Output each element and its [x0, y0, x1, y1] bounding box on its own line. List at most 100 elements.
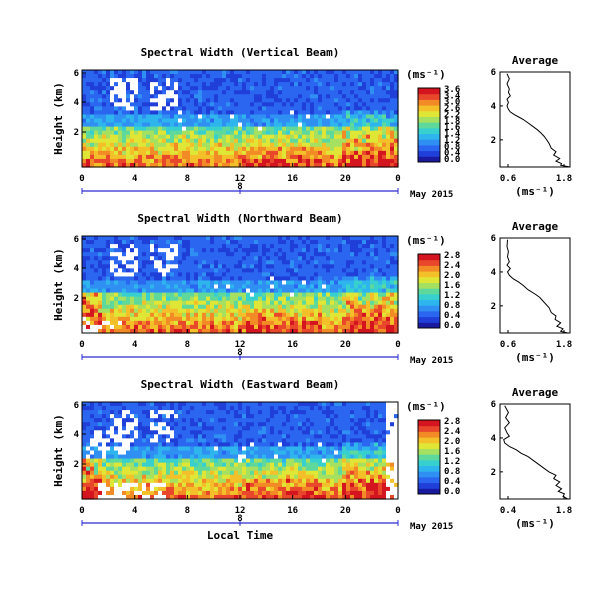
y-tick-label: 2: [74, 294, 79, 304]
colorbar-swatch: [418, 316, 440, 323]
x-tick-label: 20: [340, 506, 351, 516]
x-tick-label: 8: [185, 174, 190, 184]
profile-line: [506, 239, 568, 334]
colorbar-tick-label: 2.4: [444, 427, 461, 437]
colorbar-swatch: [418, 110, 440, 117]
colorbar-swatch: [418, 276, 440, 283]
colorbar-unit: (ms⁻¹): [406, 68, 446, 81]
y-axis-label: Height (km): [52, 248, 65, 321]
colorbar-swatch: [418, 425, 440, 432]
colorbar-swatch: [418, 310, 440, 318]
colorbar-swatch: [418, 144, 440, 152]
day-tick-label: 8: [237, 514, 242, 524]
y-tick-label: 4: [74, 98, 80, 108]
chart-title: Spectral Width (Vertical Beam): [141, 46, 340, 59]
colorbar-tick-label: 1.6: [444, 123, 460, 133]
x-tick-label: 0: [79, 506, 84, 516]
colorbar-swatch: [418, 133, 440, 140]
colorbar-swatch: [418, 122, 440, 129]
colorbar-swatch: [418, 139, 440, 146]
colorbar-swatch: [418, 116, 440, 123]
colorbar-unit: (ms⁻¹): [406, 234, 446, 247]
colorbar-swatch: [418, 420, 440, 427]
colorbar-tick-label: 0.8: [444, 467, 460, 477]
colorbar-swatch: [418, 293, 440, 301]
heatmap: [82, 70, 399, 168]
heatmap: [82, 236, 399, 334]
profile-x-tick-label: 0.6: [500, 340, 516, 350]
x-tick-label: 0: [395, 506, 400, 516]
profile-x-tick-label: 0.6: [500, 174, 516, 184]
colorbar-tick-label: 0.0: [444, 321, 460, 331]
colorbar-swatch: [418, 150, 440, 157]
x-tick-label: 12: [235, 506, 246, 516]
x-tick-label: 20: [340, 340, 351, 350]
profile-y-tick-label: 6: [491, 400, 496, 410]
colorbar-tick-label: 2.4: [444, 261, 461, 271]
profile-title: Average: [512, 54, 559, 67]
colorbar-tick-label: 0.4: [444, 311, 461, 321]
y-tick-label: 6: [74, 235, 79, 245]
date-label: May 2015: [410, 190, 453, 200]
profile-frame: [499, 403, 571, 500]
profile-y-tick-label: 4: [491, 268, 497, 278]
profile-x-tick-label: 1.8: [556, 340, 572, 350]
colorbar-tick-label: 2.6: [444, 104, 460, 114]
date-label: May 2015: [410, 522, 453, 532]
profile-frame: [499, 71, 571, 168]
colorbar-swatch: [418, 93, 440, 100]
colorbar-swatch: [418, 271, 440, 278]
colorbar-tick-label: 1.2: [444, 291, 460, 301]
colorbar-swatch: [418, 437, 440, 444]
colorbar-swatch: [418, 465, 440, 472]
colorbar-tick-label: 1.6: [444, 281, 460, 291]
colorbar-tick-label: 0.0: [444, 487, 460, 497]
chart-title: Spectral Width (Eastward Beam): [141, 378, 340, 391]
profile-x-tick-label: 0.4: [500, 506, 517, 516]
profile-title: Average: [512, 386, 559, 399]
panel-0: Spectral Width (Vertical Beam) Height (km…: [52, 46, 572, 200]
colorbar-swatch: [418, 488, 440, 495]
y-tick-label: 2: [74, 128, 79, 138]
colorbar-tick-label: 1.6: [444, 447, 460, 457]
x-axis-label: Local Time: [207, 529, 274, 542]
profile-y-tick-label: 2: [491, 468, 496, 478]
panel-2: Spectral Width (Eastward Beam) Height (km…: [52, 378, 572, 542]
colorbar-swatch: [418, 265, 440, 272]
colorbar-swatch: [418, 259, 440, 266]
colorbar-swatch: [418, 105, 440, 112]
profile-x-label: (ms⁻¹): [515, 185, 555, 198]
colorbar-swatch: [418, 482, 440, 489]
profile-title: Average: [512, 220, 559, 233]
y-tick-label: 6: [74, 401, 79, 411]
day-tick-label: 8: [237, 348, 242, 358]
x-tick-label: 4: [132, 340, 138, 350]
x-tick-label: 0: [79, 174, 84, 184]
colorbar-tick-label: 1.8: [444, 117, 460, 127]
colorbar-tick-label: 2.0: [444, 437, 460, 447]
colorbar-unit: (ms⁻¹): [406, 400, 446, 413]
profile-frame: [499, 237, 571, 334]
colorbar-swatch: [418, 431, 440, 438]
colorbar-tick-label: 2.8: [444, 251, 460, 261]
profile-y-tick-label: 6: [491, 234, 496, 244]
colorbar-tick-label: 0.8: [444, 142, 460, 152]
colorbar-frame: [417, 87, 441, 163]
colorbar-tick-label: 2.8: [444, 417, 460, 427]
colorbar-tick-label: 0.8: [444, 301, 460, 311]
colorbar-tick-label: 0.4: [444, 149, 461, 159]
x-tick-label: 0: [79, 340, 84, 350]
profile-y-tick-label: 4: [491, 434, 497, 444]
x-tick-label: 8: [185, 506, 190, 516]
colorbar-tick-label: 3.4: [444, 91, 461, 101]
x-tick-label: 4: [132, 174, 138, 184]
colorbar-swatch: [418, 471, 440, 478]
profile-y-tick-label: 4: [491, 102, 497, 112]
colorbar-swatch: [418, 88, 440, 95]
colorbar-frame: [417, 253, 441, 329]
profile-y-tick-label: 6: [491, 68, 496, 78]
colorbar-swatch: [418, 442, 440, 449]
colorbar-swatch: [418, 454, 440, 461]
y-tick-label: 4: [74, 430, 80, 440]
profile-x-label: (ms⁻¹): [515, 351, 555, 364]
